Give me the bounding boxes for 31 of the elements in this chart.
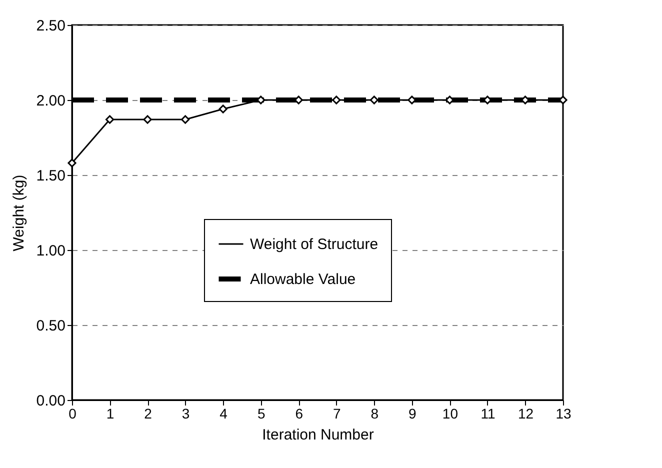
x-tick-label: 4 bbox=[220, 406, 228, 422]
x-tick-label: 9 bbox=[408, 406, 417, 422]
y-tick-label: 2.00 bbox=[36, 92, 66, 110]
y-tick-label: 0.00 bbox=[36, 392, 66, 410]
y-tick-label: 0.50 bbox=[36, 318, 66, 334]
legend-label: Allowable Value bbox=[250, 271, 356, 288]
x-tick-label: 8 bbox=[370, 406, 379, 422]
x-tick-label: 7 bbox=[332, 406, 341, 422]
point bbox=[181, 115, 190, 124]
point bbox=[370, 96, 378, 104]
y-tick-label: 1.50 bbox=[36, 168, 66, 184]
x-tick-label: 11 bbox=[480, 406, 496, 422]
point bbox=[332, 96, 341, 104]
point bbox=[143, 115, 152, 124]
x-tick-label: 5 bbox=[257, 406, 266, 422]
y-tick-label: 2.50 bbox=[36, 18, 66, 34]
x-tick-label: 2 bbox=[144, 406, 152, 422]
x-tick-label: 1 bbox=[106, 406, 114, 422]
x-tick-label: 13 bbox=[556, 406, 572, 422]
x-axis-title: Iteration Number bbox=[262, 426, 374, 444]
y-axis-title: Weight (kg) bbox=[10, 174, 28, 252]
x-tick-label: 12 bbox=[518, 406, 534, 422]
legend-label: Weight of Structure bbox=[250, 236, 378, 253]
x-tick-label: 6 bbox=[295, 406, 304, 422]
x-tick-label: 0 bbox=[68, 406, 77, 422]
point bbox=[218, 104, 228, 114]
x-tick-label: 10 bbox=[442, 406, 458, 422]
point bbox=[68, 158, 76, 168]
y-tick-label: 1.00 bbox=[36, 242, 66, 260]
x-tick-label: 3 bbox=[182, 406, 190, 422]
point bbox=[105, 115, 114, 124]
